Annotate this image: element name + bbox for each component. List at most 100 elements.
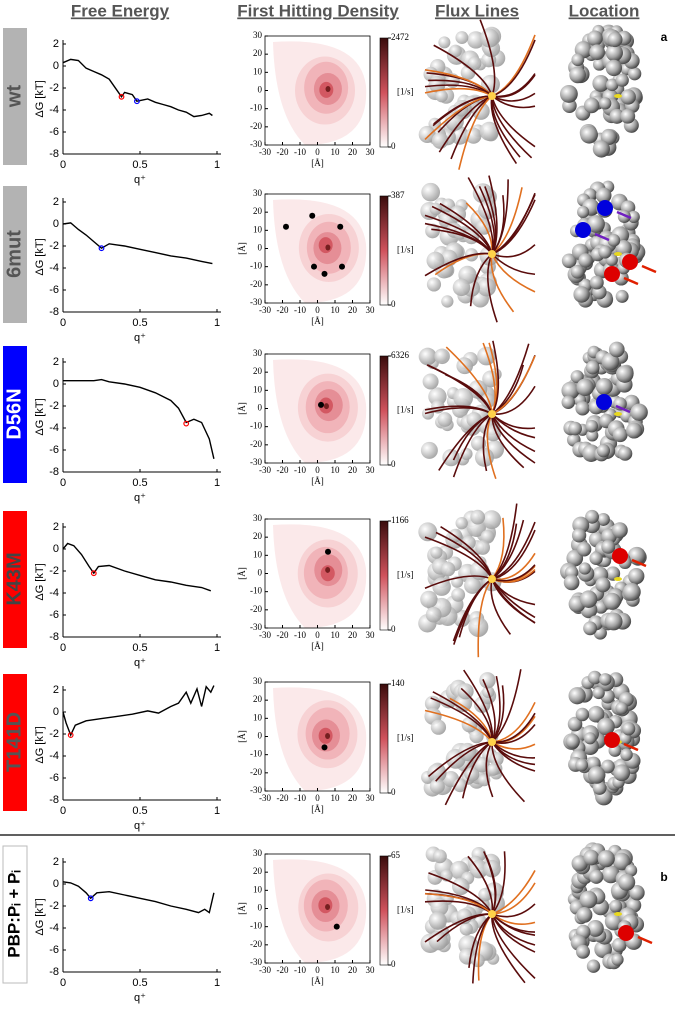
y-axis-label: ΔG [kT]	[34, 563, 46, 600]
flux-lines-image	[418, 19, 536, 170]
mutation-site	[339, 263, 345, 270]
x-tick-label: 30	[366, 965, 376, 975]
colorbar-tick-label: 387	[391, 190, 405, 200]
protein-atom	[585, 419, 599, 433]
y-tick-label: 0	[258, 731, 263, 741]
flux-line	[485, 854, 497, 915]
location-image	[561, 341, 648, 462]
protein-atom	[595, 187, 612, 204]
colorbar-label: [1/s]	[397, 570, 414, 580]
y-tick-label: 20	[253, 531, 263, 541]
protein-atom	[622, 722, 636, 736]
y-tick-label: -4	[49, 262, 59, 274]
protein-atom	[605, 44, 623, 62]
protein-atom	[605, 78, 619, 92]
protein-atom	[585, 360, 600, 375]
colorbar-tick-label: 65	[391, 850, 401, 860]
x-tick-label: -30	[259, 465, 271, 475]
state-marker	[183, 420, 190, 427]
protein-atom	[601, 759, 615, 774]
x-tick-label: 0	[315, 305, 320, 315]
x-tick-label: 30	[366, 305, 376, 315]
y-tick-label: -8	[49, 794, 59, 806]
arrow	[623, 276, 639, 286]
x-tick-label: 20	[348, 965, 358, 975]
protein-atom	[480, 529, 495, 544]
y-tick-label: 30	[253, 30, 263, 40]
protein-atom	[615, 701, 628, 715]
y-tick-label: 10	[253, 66, 263, 76]
protein-atom	[587, 30, 603, 47]
x-tick-label: 0	[60, 477, 66, 489]
flux-line	[433, 44, 493, 97]
y-axis-label: ΔG [kT]	[34, 726, 46, 763]
protein-atom	[608, 341, 625, 358]
protein-atom	[420, 590, 438, 609]
protein-atom	[470, 509, 486, 525]
flux-line	[491, 355, 536, 415]
y-tick-label: 0	[258, 568, 263, 578]
x-axis-label: [Å]	[311, 976, 324, 986]
protein-atom	[587, 215, 605, 233]
x-axis-label: q⁺	[134, 992, 146, 1004]
protein-atom	[451, 587, 466, 602]
mutation-sphere	[604, 266, 620, 282]
protein-atom	[461, 535, 476, 550]
x-tick-label: 0	[60, 317, 66, 329]
x-tick-label: 20	[348, 630, 358, 640]
x-axis-label: [Å]	[311, 316, 324, 326]
y-tick-label: 2	[53, 856, 59, 868]
flux-line	[491, 870, 536, 915]
flux-line	[491, 413, 536, 464]
protein-atom	[601, 352, 620, 371]
protein-atom	[628, 567, 645, 585]
x-tick-label: 0.5	[132, 977, 147, 989]
y-axis-label: ΔG [kT]	[34, 398, 46, 435]
flux-line	[491, 413, 525, 469]
protein-atom	[612, 937, 627, 953]
x-tick-label: 10	[331, 793, 341, 803]
flux-line	[469, 253, 493, 307]
flux-line	[491, 413, 536, 430]
y-tick-label: -20	[250, 439, 262, 449]
location-image	[560, 509, 647, 640]
flux-focus	[488, 410, 496, 418]
panel-label: b	[660, 870, 667, 884]
row-label: K43M	[3, 552, 25, 605]
protein-atom	[561, 395, 576, 409]
flux-line	[445, 346, 493, 415]
y-tick-label: -4	[49, 750, 59, 762]
flux-line	[491, 187, 523, 255]
flux-line	[491, 741, 536, 750]
x-tick-label: 1	[214, 159, 220, 171]
flux-line	[491, 701, 536, 743]
density-contour	[318, 897, 333, 914]
x-tick-label: 0	[315, 793, 320, 803]
flux-line	[424, 222, 493, 255]
x-axis-label: q⁺	[134, 820, 146, 832]
y-tick-label: -20	[250, 767, 262, 777]
protein-atom	[438, 36, 451, 49]
flux-line	[491, 578, 536, 606]
y-tick-label: 0	[53, 218, 59, 230]
flux-line	[491, 39, 536, 97]
protein-atom	[467, 31, 485, 49]
flux-line	[491, 685, 505, 743]
protein-atom	[622, 582, 641, 601]
x-axis-label: q⁺	[134, 174, 146, 186]
colorbar-label: [1/s]	[397, 87, 414, 97]
y-tick-label: 10	[253, 224, 263, 234]
protein-atom	[599, 673, 612, 686]
flux-line	[424, 575, 493, 589]
flux-line	[491, 253, 536, 276]
protein-atom	[418, 125, 436, 143]
flux-line	[467, 855, 494, 915]
y-tick-label: 0	[53, 878, 59, 890]
protein-atom	[625, 864, 638, 877]
protein-atom	[429, 778, 445, 794]
panel-label: a	[661, 30, 668, 44]
protein-atom	[475, 540, 491, 555]
y-tick-label: -30	[250, 957, 262, 967]
x-tick-label: -10	[294, 465, 306, 475]
